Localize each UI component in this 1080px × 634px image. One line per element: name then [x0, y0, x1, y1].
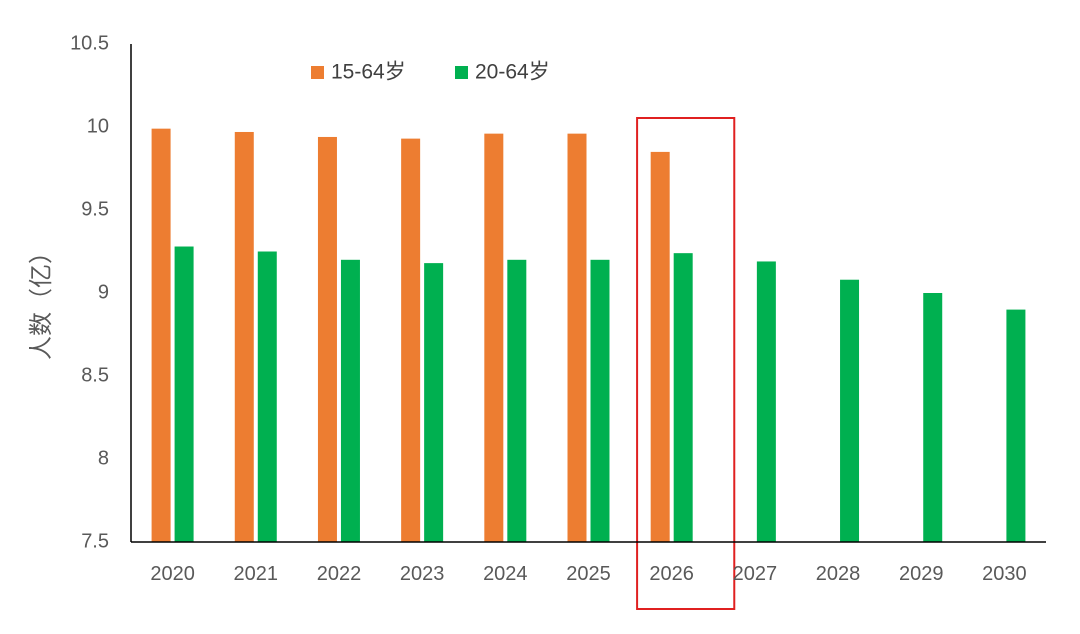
bar-series1-2025 — [567, 133, 587, 542]
bar-series2-2025 — [590, 259, 610, 542]
y-axis-label: 人数（亿） — [27, 240, 55, 360]
x-tick-label: 2025 — [566, 563, 611, 585]
bar-series2-2023 — [424, 263, 444, 542]
bar-series2-2024 — [507, 259, 527, 542]
bar-series2-2026 — [673, 253, 693, 542]
legend-label: 15-64岁 — [331, 61, 406, 84]
y-tick-label: 7.5 — [81, 530, 109, 552]
x-tick-label: 2028 — [816, 563, 861, 585]
y-tick-label: 8.5 — [81, 364, 109, 386]
legend-swatch — [455, 66, 468, 79]
x-tick-labels: 2020 2021 2022 2023 2024 2025 2026 2027 2028 2029… — [150, 563, 1026, 585]
highlight-layer — [636, 117, 736, 610]
x-tick-label: 2030 — [982, 563, 1027, 585]
highlight-box — [636, 117, 736, 610]
bar-series2-2021 — [257, 251, 277, 542]
x-tick-label: 2023 — [400, 563, 445, 585]
legend-swatch — [311, 66, 324, 79]
y-tick-labels: 7.5 8 8.5 9 9.5 10 10.5 — [70, 32, 109, 552]
x-tick-label: 2027 — [733, 563, 778, 585]
y-tick-label: 9.5 — [81, 198, 109, 220]
x-tick-label: 2021 — [234, 563, 279, 585]
bar-series1-2022 — [317, 136, 337, 542]
x-tick-label: 2024 — [483, 563, 528, 585]
bar-series1-2023 — [401, 138, 421, 542]
x-tick-label: 2029 — [899, 563, 944, 585]
bar-series1-2021 — [234, 131, 254, 543]
y-tick-label: 10.5 — [70, 32, 109, 54]
bar-series2-2022 — [340, 259, 360, 542]
y-tick-label: 9 — [98, 281, 109, 303]
x-tick-label: 2026 — [649, 563, 694, 585]
y-tick-label: 10 — [87, 115, 109, 137]
bar-series1-2026 — [650, 151, 670, 542]
y-tick-label: 8 — [98, 447, 109, 469]
bar-series1-2024 — [484, 133, 504, 542]
legend-label: 20-64岁 — [475, 61, 550, 84]
x-tick-label: 2020 — [150, 563, 195, 585]
legend: 15-64岁 20-64岁 — [311, 61, 550, 84]
bar-series2-2028 — [840, 279, 860, 542]
bar-series2-2020 — [174, 246, 194, 542]
bar-series2-2030 — [1006, 309, 1026, 542]
bar-series1-2020 — [151, 128, 171, 542]
bars-group — [151, 128, 1026, 543]
bar-series2-2029 — [923, 293, 943, 542]
x-tick-label: 2022 — [317, 563, 362, 585]
bar-series2-2027 — [756, 261, 776, 542]
